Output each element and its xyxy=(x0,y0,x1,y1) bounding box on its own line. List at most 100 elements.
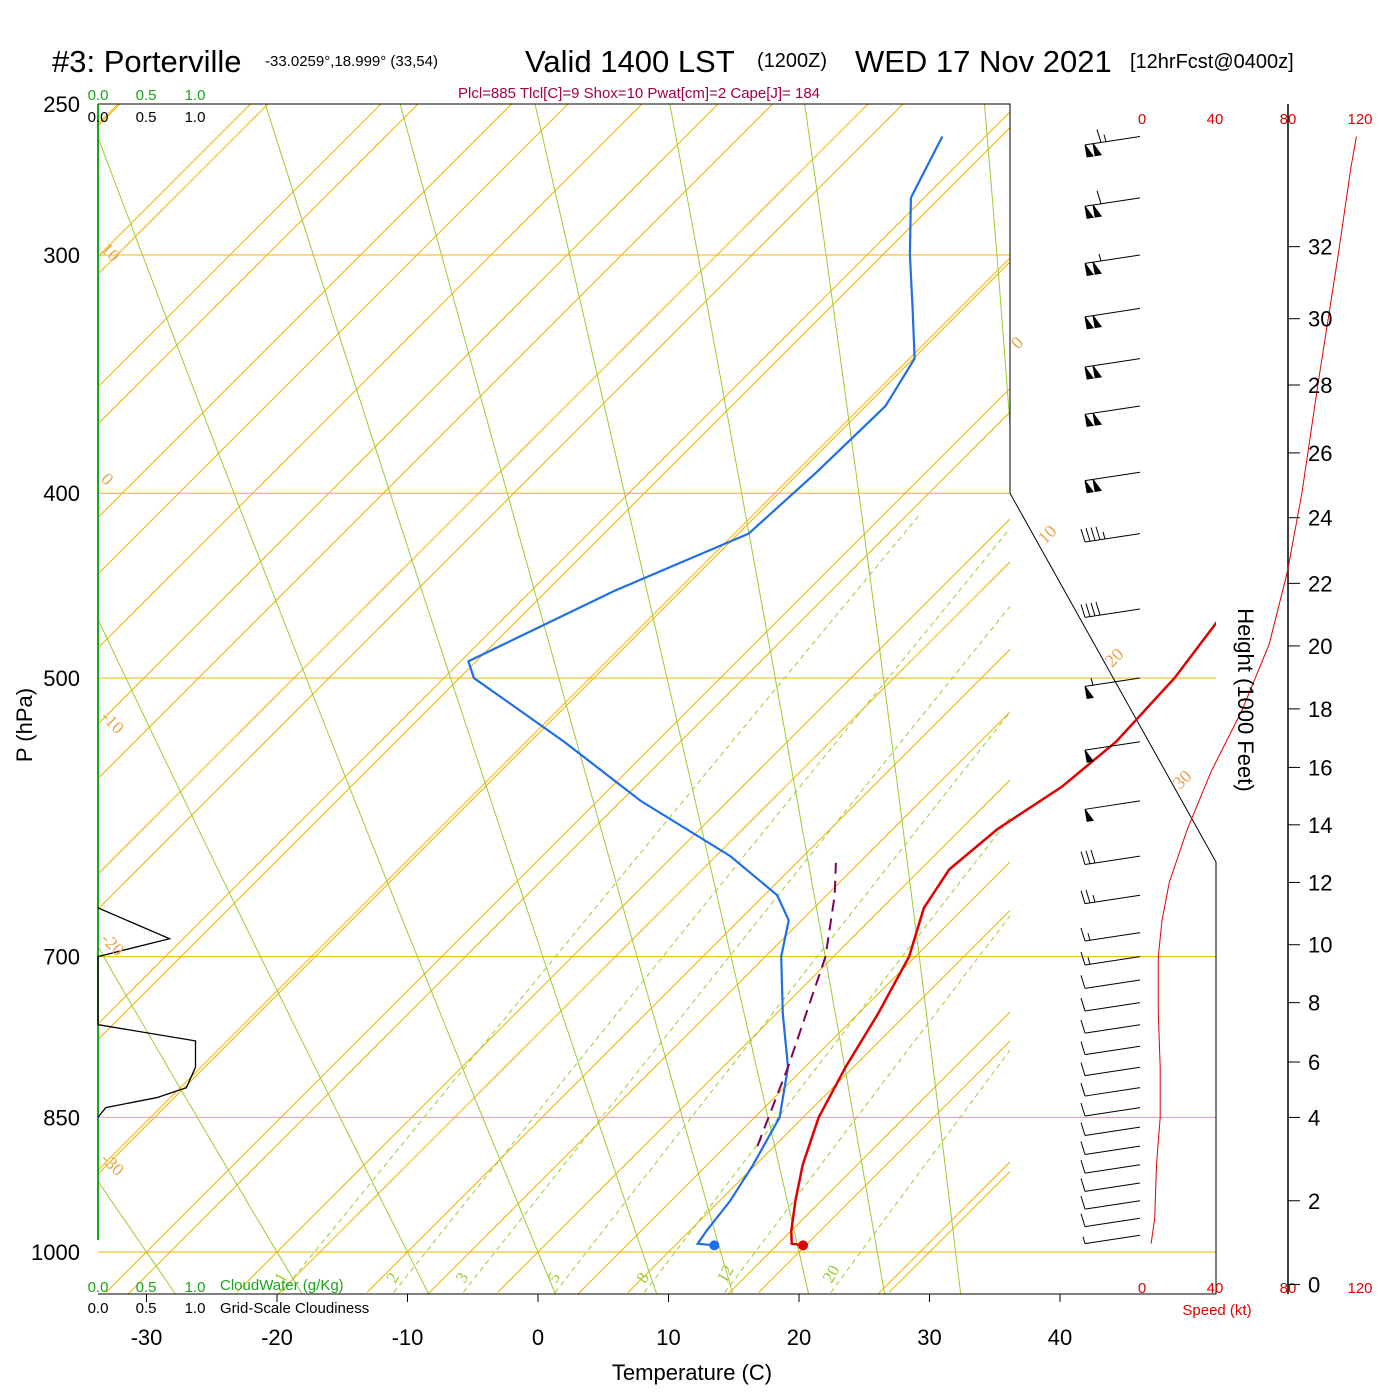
dry-adiabat-line xyxy=(1288,34,1400,1334)
dry-adiabat-label: 20 xyxy=(1101,644,1128,671)
barb-shaft xyxy=(1084,932,1141,942)
barb-flag xyxy=(1084,205,1095,219)
wind-barb xyxy=(1084,800,1141,822)
dry-adiabat-line xyxy=(577,861,1010,1294)
cloudwater-top-tick: 0.5 xyxy=(136,87,157,104)
barb-feather xyxy=(1080,1141,1086,1155)
barb-feather xyxy=(1096,129,1102,143)
moist-adiabat-line xyxy=(804,104,962,1294)
wind-speed-profile xyxy=(1150,136,1357,1244)
cloudwater-top-tick: 1.0 xyxy=(185,87,206,104)
barb-shaft xyxy=(1084,800,1141,810)
speed-bottom-tick: 40 xyxy=(1207,1280,1224,1297)
isotherm-line xyxy=(98,257,1010,1171)
barb-feather xyxy=(1080,1062,1086,1076)
dry-adiabat-line xyxy=(98,104,119,125)
dewpoint-profile xyxy=(467,135,944,1247)
height-tick-label: 8 xyxy=(1308,991,1320,1016)
dry-adiabat-line xyxy=(98,104,869,875)
cloudwater-bottom-tick: 0.0 xyxy=(88,1279,109,1296)
wind-barb xyxy=(1080,927,1141,942)
wind-barb xyxy=(1080,1178,1141,1192)
speed-top-tick: 80 xyxy=(1280,111,1297,128)
barb-shaft xyxy=(1084,979,1141,989)
surface-dewpoint-dot xyxy=(709,1240,720,1251)
dry-adiabat-line xyxy=(98,111,1010,1025)
barb-feather xyxy=(1080,951,1086,966)
wind-barb xyxy=(1084,307,1141,330)
wind-barb xyxy=(1084,253,1141,276)
cloudwater-bottom-tick: 1.0 xyxy=(185,1279,206,1296)
wind-barb xyxy=(1080,1041,1141,1056)
height-tick-label: 10 xyxy=(1308,933,1332,958)
isotherm-label: -10 xyxy=(97,707,128,738)
barb-flag xyxy=(1084,414,1095,427)
height-tick-label: 6 xyxy=(1308,1050,1320,1075)
temperature-tick-label: 10 xyxy=(656,1325,680,1350)
isotherm-line xyxy=(236,518,1010,1293)
barb-feather xyxy=(1080,1122,1086,1136)
barb-feather xyxy=(1080,1213,1086,1227)
wind-barb xyxy=(1084,129,1141,158)
wind-barb xyxy=(1080,889,1141,905)
cloudwater-top-tick: 0.0 xyxy=(88,87,109,104)
barb-feather xyxy=(1095,526,1101,540)
wind-barb xyxy=(1080,1082,1141,1097)
barb-feather xyxy=(1080,1041,1086,1055)
barb-half-feather xyxy=(1098,253,1102,262)
speed-top-tick: 120 xyxy=(1347,111,1372,128)
zulu-time: (1200Z) xyxy=(757,50,827,72)
dry-adiabat-line xyxy=(98,104,569,575)
wind-barb xyxy=(1080,975,1141,989)
wind-barb xyxy=(1084,358,1141,380)
barb-flag xyxy=(1084,480,1095,494)
barb-shaft xyxy=(1084,894,1141,905)
height-tick-label: 18 xyxy=(1308,697,1332,722)
temperature-tick-label: -20 xyxy=(261,1325,293,1350)
barb-shaft xyxy=(1084,1182,1141,1192)
cloudwater-profile xyxy=(97,907,197,1118)
height-tick-label: 28 xyxy=(1308,373,1332,398)
isotherm-line xyxy=(366,648,1010,1293)
barb-shaft xyxy=(1084,1045,1141,1056)
wind-barb xyxy=(1084,741,1141,763)
barb-feather xyxy=(1090,849,1096,864)
isotherm-label: 0 xyxy=(97,469,118,490)
moist-adiabat-line xyxy=(534,104,810,1294)
wind-barb xyxy=(1084,471,1141,494)
isotherm-line xyxy=(98,104,774,780)
speed-axis-label: Speed (kt) xyxy=(1182,1302,1251,1319)
height-tick-label: 4 xyxy=(1308,1105,1320,1130)
height-tick-label: 14 xyxy=(1308,813,1332,838)
height-tick-label: 24 xyxy=(1308,506,1332,531)
isotherm-line xyxy=(98,104,643,649)
barb-flag xyxy=(1084,809,1095,822)
pressure-tick-label: 250 xyxy=(43,92,80,117)
barb-flag xyxy=(1092,261,1103,275)
mixing-ratio-line xyxy=(643,816,1010,1293)
wind-barb xyxy=(1080,526,1141,543)
barb-shaft xyxy=(1084,1024,1141,1034)
barb-flag xyxy=(1092,412,1103,426)
barb-flag xyxy=(1084,749,1095,763)
wind-barb xyxy=(1080,1160,1141,1174)
barb-shaft xyxy=(1084,1145,1141,1156)
barb-shaft xyxy=(1084,1107,1141,1117)
barb-shaft xyxy=(1084,471,1141,482)
barb-shaft xyxy=(1084,1234,1141,1245)
moist-adiabat-line xyxy=(399,104,734,1294)
dry-adiabat-line xyxy=(98,104,269,275)
profiles xyxy=(467,135,1216,1251)
indices-line: Plcl=885 Tlcl[C]=9 Shox=10 Pwat[cm]=2 Ca… xyxy=(458,85,820,102)
moist-adiabat-line xyxy=(264,104,658,1294)
temperature-tick-label: 40 xyxy=(1048,1325,1072,1350)
barb-shaft xyxy=(1084,677,1141,687)
speed-bottom-tick: 80 xyxy=(1280,1280,1297,1297)
height-tick-label: 2 xyxy=(1308,1189,1320,1214)
barb-shaft xyxy=(1084,956,1141,966)
cloudwater-label: CloudWater (g/Kg) xyxy=(220,1277,344,1294)
height-tick-label: 22 xyxy=(1308,571,1332,596)
height-tick-label: 16 xyxy=(1308,755,1332,780)
